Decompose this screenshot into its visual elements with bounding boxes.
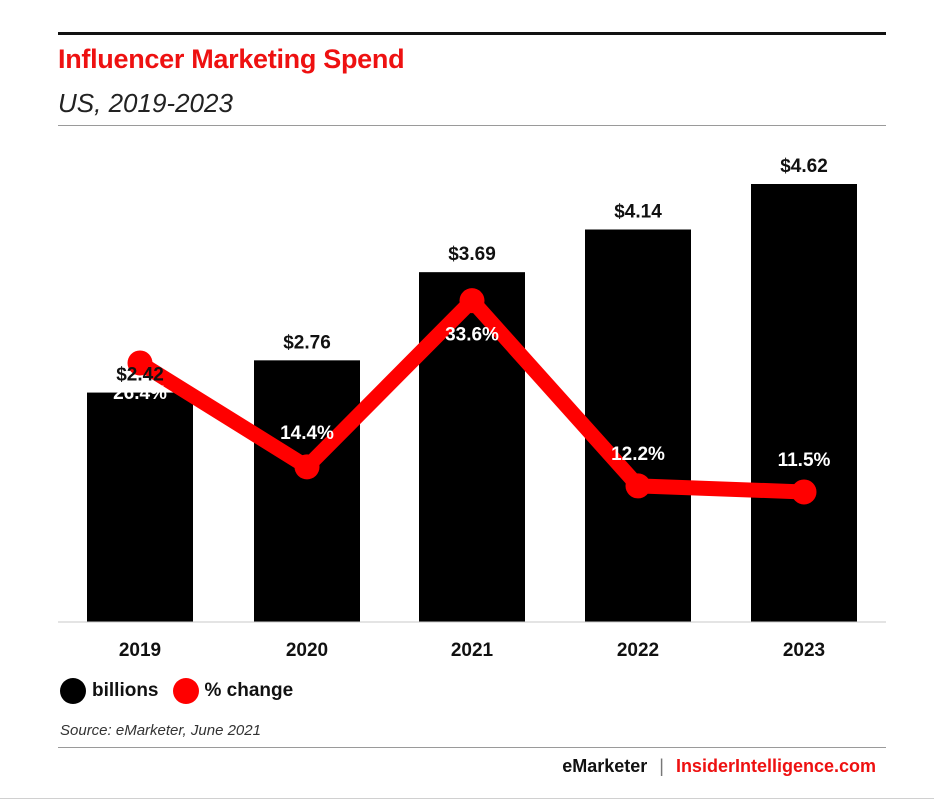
bar-value-label-2021: $3.69 bbox=[448, 244, 496, 265]
change-point-2020 bbox=[294, 454, 320, 480]
labels-layer: $2.42 $2.76 $3.69 $4.14 $4.62 26.4% 14.4% 33.6%… bbox=[113, 156, 830, 471]
bar-2022 bbox=[585, 229, 691, 622]
bar-value-label-2023: $4.62 bbox=[780, 156, 828, 177]
footer-brand-insider: InsiderIntelligence.com bbox=[675, 756, 876, 776]
change-label-2019: 26.4% bbox=[113, 383, 167, 404]
chart-title: Influencer Marketing Spend bbox=[58, 44, 405, 74]
bottom-rule bbox=[58, 747, 886, 748]
x-tick-2019: 2019 bbox=[119, 640, 161, 661]
change-point-2019 bbox=[127, 350, 153, 376]
source-note: Source: eMarketer, June 2021 bbox=[60, 722, 261, 739]
ticks-layer: 2019 2020 2021 2022 2023 bbox=[119, 640, 825, 661]
footer: eMarketer | InsiderIntelligence.com bbox=[562, 756, 876, 777]
legend-label-change: % change bbox=[204, 680, 294, 701]
x-tick-2023: 2023 bbox=[783, 640, 825, 661]
legend: billions % change bbox=[60, 678, 307, 704]
bar-2023 bbox=[751, 184, 857, 622]
top-rule bbox=[58, 32, 886, 35]
change-point-2023 bbox=[791, 479, 817, 505]
bar-value-label-2022: $4.14 bbox=[614, 202, 662, 223]
x-tick-2021: 2021 bbox=[451, 640, 494, 661]
x-tick-2022: 2022 bbox=[617, 640, 659, 661]
bar-value-label-2019: $2.42 bbox=[116, 365, 164, 386]
change-label-2023: 11.5% bbox=[778, 450, 831, 471]
change-label-2022: 12.2% bbox=[611, 444, 665, 465]
legend-swatch-billions bbox=[60, 678, 86, 704]
legend-item-billions: billions bbox=[60, 678, 159, 704]
footer-separator: | bbox=[659, 756, 664, 776]
line-layer bbox=[127, 288, 817, 505]
change-label-2021: 33.6% bbox=[445, 325, 499, 346]
bar-value-label-2020: $2.76 bbox=[283, 332, 331, 353]
bar-2019 bbox=[87, 392, 193, 622]
page-bottom-line bbox=[0, 798, 934, 799]
footer-brand-emarketer: eMarketer bbox=[562, 756, 648, 776]
legend-item-change: % change bbox=[172, 678, 294, 704]
chart-subtitle: US, 2019-2023 bbox=[58, 88, 233, 118]
subtitle-rule bbox=[58, 125, 886, 126]
bar-2020 bbox=[254, 360, 360, 622]
change-point-2021 bbox=[459, 288, 485, 314]
legend-swatch-change bbox=[172, 678, 199, 704]
change-point-2022 bbox=[625, 473, 651, 499]
change-label-2020: 14.4% bbox=[280, 423, 334, 444]
chart-plot: $2.42 $2.76 $3.69 $4.14 $4.62 26.4% 14.4% 33.6%… bbox=[58, 156, 886, 661]
x-tick-2020: 2020 bbox=[286, 640, 328, 661]
legend-label-billions: billions bbox=[92, 680, 159, 701]
